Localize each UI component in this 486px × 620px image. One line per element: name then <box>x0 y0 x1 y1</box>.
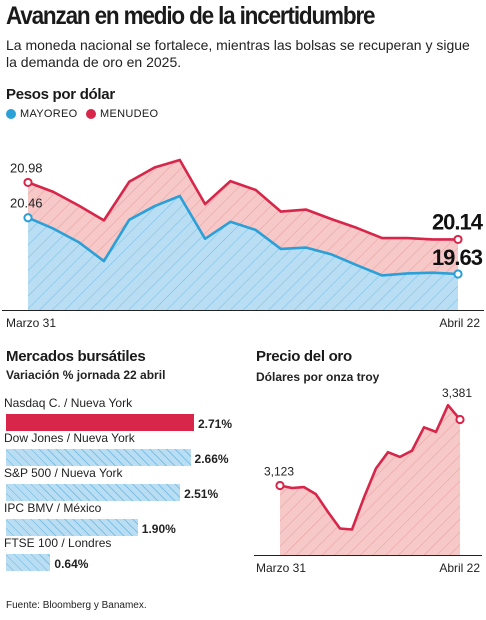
menudeo-legend-dot <box>86 109 96 119</box>
bar-value-label: 1.90% <box>141 522 176 536</box>
legend-mayoreo: MAYOREO <box>6 108 78 120</box>
menudeo-line <box>27 158 458 241</box>
mayoreo-start-marker <box>23 213 33 223</box>
gold-chart-subtitle: Dólares por onza troy <box>256 370 380 384</box>
menudeo-end-label: 20.14 <box>432 209 484 234</box>
menudeo-start-marker <box>23 177 33 188</box>
bar <box>6 414 194 431</box>
markets-chart-subtitle: Variación % jornada 22 abril <box>6 368 166 382</box>
legend-menudeo: MENUDEO <box>86 108 158 120</box>
gold-x-end-label: Abril 22 <box>439 561 480 575</box>
mayoreo-start-label: 20.46 <box>10 196 43 211</box>
bar <box>6 449 191 466</box>
mayoreo-end-marker <box>453 269 463 279</box>
fx-chart: 20.98 20.46 20.14 19.63 <box>2 158 485 311</box>
bar-label: Dow Jones / Nueva York <box>4 431 135 445</box>
menudeo-end-marker <box>453 234 463 245</box>
bar-value-label: 2.51% <box>184 487 219 501</box>
menudeo-area <box>28 160 458 276</box>
bar-label: IPC BMV / México <box>4 501 102 515</box>
mayoreo-legend-dot <box>6 109 16 119</box>
fx-chart-title: Pesos por dólar <box>6 86 115 103</box>
bar-value-label: 2.71% <box>198 417 233 431</box>
bar-value-label: 0.64% <box>54 557 89 571</box>
gold-max-label: 3,381 <box>442 386 472 400</box>
gold-start-marker <box>275 480 285 491</box>
bar-label: S&P 500 / Nueva York <box>4 466 123 480</box>
bar-label: Nasdaq C. / Nueva York <box>4 396 133 410</box>
bar <box>6 519 138 536</box>
gold-area <box>280 405 460 555</box>
gold-chart-title: Precio del oro <box>256 348 352 365</box>
gold-x-start-label: Marzo 31 <box>256 561 307 575</box>
mayoreo-line <box>27 194 459 277</box>
mayoreo-end-label: 19.63 <box>432 245 483 270</box>
bar <box>6 484 181 501</box>
bar-label: FTSE 100 / Londres <box>4 536 112 550</box>
subhead: La moneda nacional se fortalece, mientra… <box>6 37 470 70</box>
mayoreo-area <box>28 196 458 310</box>
menudeo-start-label: 20.98 <box>10 160 43 175</box>
markets-chart: Nasdaq C. / Nueva York 2.71% Dow Jones / N… <box>4 396 244 586</box>
headline: Avanzan en medio de la incertidumbre <box>6 2 376 30</box>
fx-x-end-label: Abril 22 <box>439 316 480 330</box>
legend-menudeo-label: MENUDEO <box>100 108 159 120</box>
gold-start-label: 3,123 <box>264 465 294 479</box>
source-note: Fuente: Bloomberg y Banamex. <box>6 600 147 611</box>
bar <box>6 554 51 571</box>
gold-end-marker <box>455 414 465 425</box>
bar-value-label: 2.66% <box>194 452 229 466</box>
markets-chart-title: Mercados bursátiles <box>6 348 146 365</box>
gold-line <box>279 403 461 531</box>
fx-x-start-label: Marzo 31 <box>6 316 57 330</box>
gold-chart: 3,123 3,381 <box>254 386 482 556</box>
legend-mayoreo-label: MAYOREO <box>20 108 78 120</box>
